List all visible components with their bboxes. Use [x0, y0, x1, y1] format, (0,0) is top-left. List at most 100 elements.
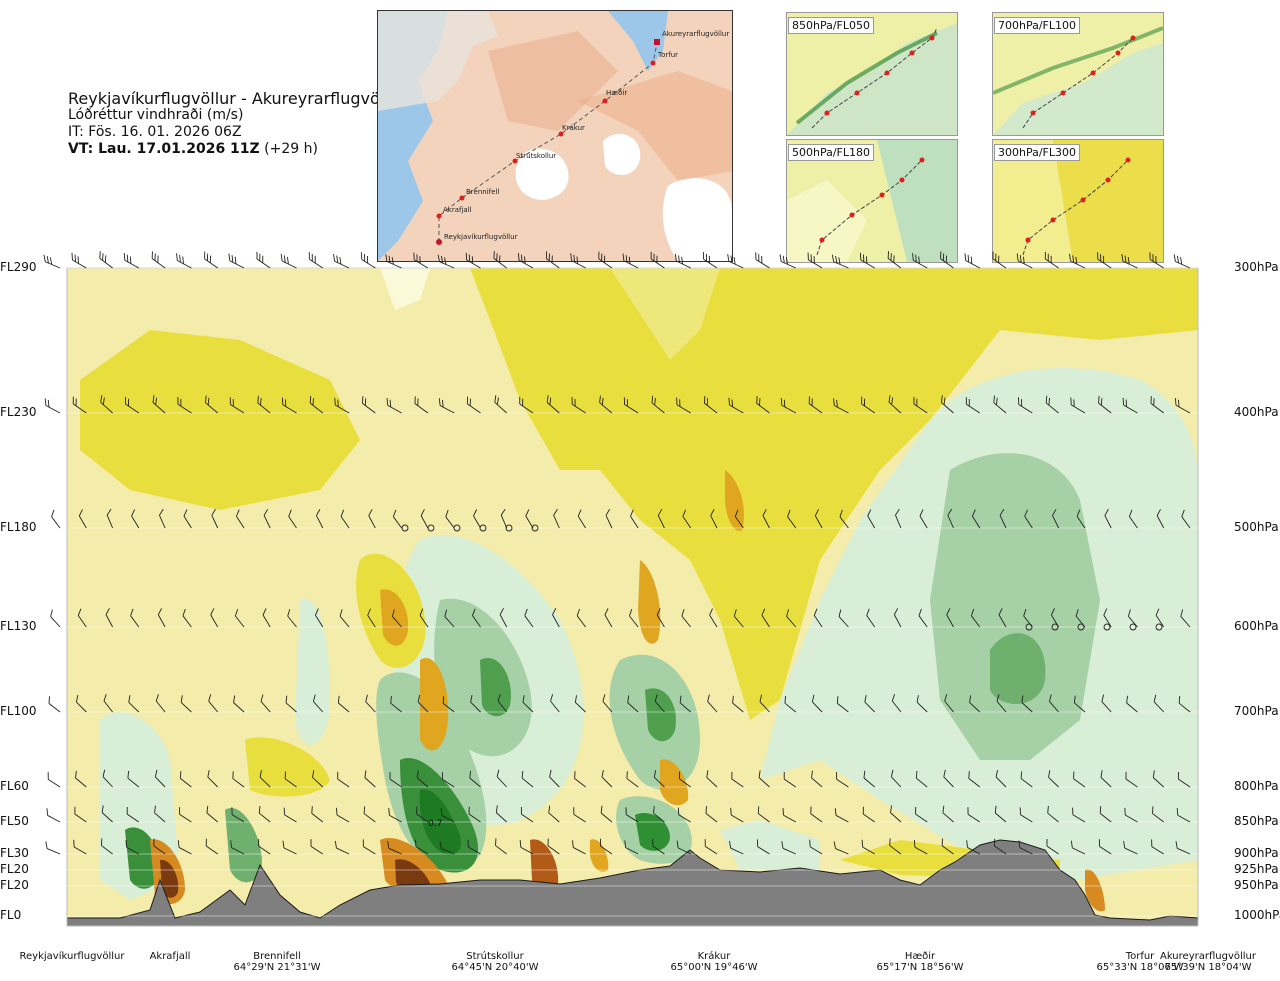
- wind-barb-98: [316, 509, 324, 529]
- wind-barb-85: [1122, 397, 1138, 414]
- wind-barb-235: [441, 772, 455, 788]
- wind-barb-104: [473, 509, 481, 529]
- station-coord-5: 65°17'N 18°56'W: [876, 962, 964, 973]
- wind-barb-344: [994, 838, 1007, 855]
- station-label-4: Krákur 65°00'N 19°46'W: [644, 951, 784, 973]
- wind-barb-277: [388, 807, 402, 823]
- wind-barb-53: [281, 397, 297, 414]
- wind-barb-212: [996, 694, 1007, 713]
- wind-barb-317: [282, 840, 297, 855]
- wind-barb-20: [570, 253, 586, 269]
- wind-barb-80: [993, 395, 1007, 414]
- wind-barb-303: [1072, 807, 1086, 823]
- mini-map-850-label: 850hPa/FL050: [788, 17, 875, 34]
- wind-barb-253: [915, 770, 928, 788]
- station-name-1: Akrafjall: [149, 951, 191, 962]
- wind-barb-342: [941, 838, 954, 855]
- wind-barb-210: [944, 694, 954, 713]
- wind-barb-229: [284, 771, 297, 788]
- wind-barb-292: [782, 807, 797, 823]
- hpa-label-0: 300hPa: [1234, 260, 1279, 274]
- wind-barb-192: [470, 694, 481, 713]
- mini-map-300: 300hPa/FL300: [992, 139, 1164, 263]
- hpa-label-10: 1000hPa: [1234, 908, 1280, 922]
- wind-barb-225: [179, 771, 192, 788]
- wind-barb-246: [731, 771, 744, 788]
- contour-label: 0.7: [428, 819, 442, 829]
- wind-barb-249: [811, 770, 823, 788]
- wind-barb-213: [1021, 695, 1033, 713]
- wind-barb-81: [1018, 397, 1033, 414]
- wind-barb-284: [573, 807, 586, 823]
- wind-barb-176: [48, 696, 61, 713]
- wind-barb-266: [101, 805, 113, 823]
- wind-barb-125: [1024, 509, 1033, 529]
- wind-barb-110: [630, 509, 639, 529]
- wind-barb-295: [862, 806, 875, 823]
- wind-barb-42: [1149, 252, 1164, 269]
- wind-barb-308: [45, 841, 61, 855]
- wind-barb-218: [1153, 694, 1165, 713]
- calm-marker-0: [401, 524, 409, 532]
- wind-barb-45: [72, 396, 87, 414]
- fl-label-3: FL130: [0, 619, 37, 633]
- wind-barb-335: [756, 839, 770, 855]
- wind-barb-0: [43, 254, 61, 269]
- wind-barb-263: [1177, 771, 1191, 788]
- wind-barb-68: [676, 397, 691, 414]
- map-marker-akureyri: [654, 39, 660, 45]
- station-label-5: Hæðir 65°17'N 18°56'W: [850, 951, 990, 973]
- route-map: Akureyrarflugvöllur Torfur Hæðir Krákur …: [377, 10, 733, 262]
- wind-barb-78: [940, 395, 954, 414]
- map-label-torfur: Torfur: [657, 51, 678, 59]
- wind-barb-61: [494, 395, 508, 414]
- station-name-4: Krákur: [697, 951, 731, 962]
- wind-barb-99: [340, 509, 350, 529]
- map-label-reykjavik: Reykjavíkurflugvöllur: [444, 233, 518, 241]
- wind-barb-75: [861, 396, 875, 414]
- wind-barb-157: [709, 608, 718, 628]
- wind-barb-37: [1016, 253, 1033, 269]
- wind-barb-188: [365, 694, 376, 713]
- wind-barb-336: [781, 841, 796, 855]
- wind-barb-1: [71, 252, 87, 269]
- wind-barb-10: [308, 252, 324, 269]
- wind-barb-139: [234, 608, 245, 628]
- fl-label-9: FL20: [0, 878, 29, 892]
- wind-barb-144: [367, 608, 376, 628]
- wind-barb-313: [177, 840, 192, 855]
- wind-barb-174: [1155, 608, 1165, 628]
- wind-barb-291: [757, 806, 770, 823]
- wind-barb-247: [758, 770, 770, 788]
- wind-barb-7: [228, 253, 245, 269]
- wind-barb-204: [784, 695, 797, 713]
- wind-barb-219: [1178, 695, 1191, 713]
- wind-barb-198: [627, 695, 639, 713]
- wind-barb-89: [78, 509, 87, 529]
- wind-barb-282: [520, 806, 534, 823]
- wind-barb-35: [964, 253, 981, 269]
- wind-barb-297: [915, 806, 928, 823]
- wind-barb-117: [814, 509, 823, 529]
- wind-barb-272: [258, 805, 271, 823]
- wind-barb-215: [1073, 695, 1086, 713]
- mini-map-300-label: 300hPa/FL300: [994, 144, 1081, 161]
- wind-barb-302: [1047, 805, 1059, 823]
- wind-barb-236: [469, 770, 481, 788]
- wind-barb-118: [839, 509, 849, 529]
- map-label-akureyri: Akureyrarflugvöllur: [662, 30, 729, 38]
- wind-barb-268: [154, 805, 166, 823]
- wind-barb-126: [1052, 508, 1060, 529]
- fl-label-2: FL180: [0, 520, 37, 534]
- wind-barb-243: [653, 770, 665, 788]
- wind-barb-307: [1176, 807, 1191, 823]
- wind-barb-103: [445, 509, 455, 529]
- wind-barb-87: [1174, 398, 1191, 414]
- wind-barb-135: [130, 608, 140, 628]
- wind-barb-251: [863, 770, 875, 788]
- wind-barb-351: [1175, 841, 1191, 855]
- map-label-akrafjall: Akrafjall: [443, 206, 472, 214]
- wind-barb-72: [780, 398, 797, 414]
- wind-barb-76: [888, 395, 902, 414]
- wind-barb-206: [836, 696, 849, 713]
